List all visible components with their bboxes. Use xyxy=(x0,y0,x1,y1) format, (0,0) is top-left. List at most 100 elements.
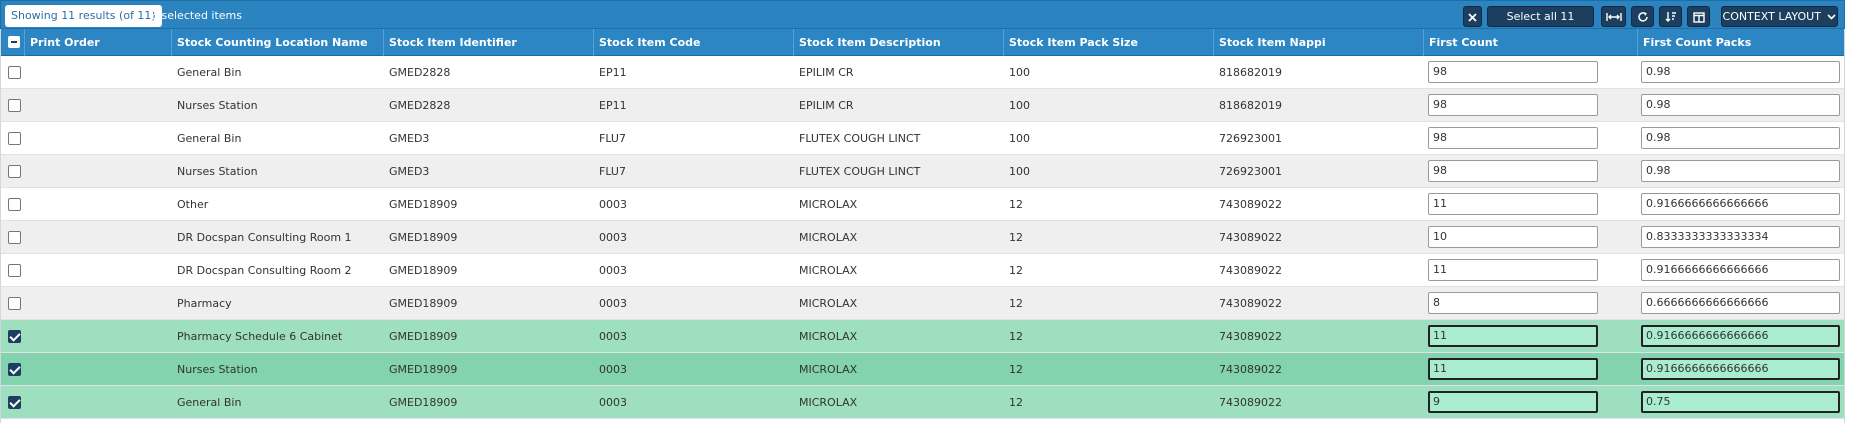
fit-columns-icon xyxy=(1605,13,1622,21)
cell-item-identifier: GMED18909 xyxy=(389,264,458,277)
clear-selection-button[interactable] xyxy=(1463,6,1482,27)
first-count-packs-input[interactable]: 0.8333333333333334 xyxy=(1641,226,1840,248)
cell-item-description: EPILIM CR xyxy=(799,99,854,112)
cell-print-order xyxy=(25,254,30,287)
cell-item-identifier: GMED18909 xyxy=(389,297,458,310)
first-count-packs-input[interactable]: 0.9166666666666666 xyxy=(1641,193,1840,215)
cell-item-description: MICROLAX xyxy=(799,231,858,244)
cell-pack-size: 100 xyxy=(1009,99,1030,112)
cell-item-code: 0003 xyxy=(599,231,627,244)
cell-item-code: 0003 xyxy=(599,264,627,277)
cell-pack-size: 12 xyxy=(1009,396,1023,409)
cell-print-order xyxy=(25,155,30,188)
select-all-results-button[interactable]: Select all 11 results xyxy=(1487,6,1594,42)
column-header-item-description[interactable]: Stock Item Description xyxy=(794,29,1004,56)
row-select-checkbox[interactable] xyxy=(8,66,21,79)
first-count-packs-input[interactable]: 0.9166666666666666 xyxy=(1641,259,1840,281)
select-all-checkbox-cell[interactable] xyxy=(1,29,25,56)
first-count-input[interactable]: 98 xyxy=(1428,61,1598,83)
cell-item-description: MICROLAX xyxy=(799,330,858,343)
refresh-button[interactable] xyxy=(1631,6,1654,27)
table-row[interactable]: Nurses Station GMED18909 0003 MICROLAX 12 743… xyxy=(1,353,1844,386)
row-select-checkbox[interactable] xyxy=(8,264,21,277)
first-count-packs-input[interactable]: 0.9166666666666666 xyxy=(1641,358,1840,380)
first-count-input[interactable]: 98 xyxy=(1428,127,1598,149)
column-header-first-count[interactable]: First Count xyxy=(1424,29,1638,56)
cell-nappi: 818682019 xyxy=(1219,99,1282,112)
cell-print-order xyxy=(25,287,30,320)
cell-nappi: 743089022 xyxy=(1219,297,1282,310)
row-select-checkbox[interactable] xyxy=(8,132,21,145)
cell-item-description: MICROLAX xyxy=(799,297,858,310)
row-select-checkbox[interactable] xyxy=(8,363,21,376)
table-row[interactable]: General Bin GMED2828 EP11 EPILIM CR 100 81868… xyxy=(1,56,1844,89)
cell-item-identifier: GMED18909 xyxy=(389,198,458,211)
first-count-input[interactable]: 11 xyxy=(1428,259,1598,281)
select-all-checkbox[interactable] xyxy=(8,36,20,48)
first-count-packs-input[interactable]: 0.98 xyxy=(1641,94,1840,116)
context-layout-label: CONTEXT LAYOUT xyxy=(1722,10,1821,23)
cell-nappi: 743089022 xyxy=(1219,198,1282,211)
table-row[interactable]: Pharmacy Schedule 6 Cabinet GMED18909 0003… xyxy=(1,320,1844,353)
cell-print-order xyxy=(25,56,30,89)
row-select-checkbox[interactable] xyxy=(8,330,21,343)
first-count-packs-input[interactable]: 0.98 xyxy=(1641,160,1840,182)
column-header-item-identifier[interactable]: Stock Item Identifier xyxy=(384,29,594,56)
first-count-input[interactable]: 11 xyxy=(1428,193,1598,215)
cell-pack-size: 12 xyxy=(1009,231,1023,244)
column-header-first-count-packs[interactable]: First Count Packs xyxy=(1643,36,1752,49)
row-select-checkbox[interactable] xyxy=(8,165,21,178)
cell-location-name: Pharmacy xyxy=(177,297,232,310)
cell-print-order xyxy=(25,353,30,386)
table-row[interactable]: DR Docspan Consulting Room 2 GMED18909 000… xyxy=(1,254,1844,287)
first-count-packs-input[interactable]: 0.98 xyxy=(1641,61,1840,83)
column-header-pack-size[interactable]: Stock Item Pack Size xyxy=(1004,29,1214,56)
cell-item-code: 0003 xyxy=(599,198,627,211)
cell-item-description: MICROLAX xyxy=(799,264,858,277)
cell-pack-size: 100 xyxy=(1009,165,1030,178)
first-count-input[interactable]: 11 xyxy=(1428,325,1598,347)
cell-item-description: MICROLAX xyxy=(799,363,858,376)
row-select-checkbox[interactable] xyxy=(8,297,21,310)
table-row[interactable]: Nurses Station GMED2828 EP11 EPILIM CR 100 81… xyxy=(1,89,1844,122)
first-count-input[interactable]: 8 xyxy=(1428,292,1598,314)
grid-header: Print Order Stock Counting Location Name… xyxy=(1,29,1844,56)
column-header-print-order[interactable]: Print Order xyxy=(25,29,172,56)
row-select-checkbox[interactable] xyxy=(8,231,21,244)
table-row[interactable]: General Bin GMED18909 0003 MICROLAX 12 743089… xyxy=(1,386,1844,419)
cell-item-code: 0003 xyxy=(599,396,627,409)
first-count-packs-input[interactable]: 0.98 xyxy=(1641,127,1840,149)
sort-button[interactable] xyxy=(1659,6,1682,27)
table-row[interactable]: DR Docspan Consulting Room 1 GMED18909 000… xyxy=(1,221,1844,254)
row-select-checkbox[interactable] xyxy=(8,99,21,112)
autosize-columns-button[interactable] xyxy=(1601,6,1626,27)
cell-item-code: 0003 xyxy=(599,363,627,376)
first-count-input[interactable]: 98 xyxy=(1428,94,1598,116)
cell-print-order xyxy=(25,188,30,221)
column-header-location-name[interactable]: Stock Counting Location Name xyxy=(172,29,384,56)
cell-location-name: General Bin xyxy=(177,132,242,145)
row-select-checkbox[interactable] xyxy=(8,198,21,211)
first-count-packs-input[interactable]: 0.9166666666666666 xyxy=(1641,325,1840,347)
context-layout-dropdown[interactable]: CONTEXT LAYOUT xyxy=(1721,6,1838,27)
sort-icon xyxy=(1665,12,1676,22)
first-count-packs-input[interactable]: 0.6666666666666666 xyxy=(1641,292,1840,314)
cell-print-order xyxy=(25,320,30,353)
column-header-item-code[interactable]: Stock Item Code xyxy=(594,29,794,56)
table-row[interactable]: General Bin GMED3 FLU7 FLUTEX COUGH LINCT 10… xyxy=(1,122,1844,155)
table-row[interactable]: Nurses Station GMED3 FLU7 FLUTEX COUGH LINC… xyxy=(1,155,1844,188)
cell-location-name: Pharmacy Schedule 6 Cabinet xyxy=(177,330,343,343)
column-chooser-button[interactable] xyxy=(1687,6,1710,27)
first-count-input[interactable]: 10 xyxy=(1428,226,1598,248)
cell-nappi: 743089022 xyxy=(1219,231,1282,244)
first-count-input[interactable]: 11 xyxy=(1428,358,1598,380)
first-count-packs-input[interactable]: 0.75 xyxy=(1641,391,1840,413)
table-row[interactable]: Other GMED18909 0003 MICROLAX 12 743089022 11 0… xyxy=(1,188,1844,221)
first-count-input[interactable]: 9 xyxy=(1428,391,1598,413)
cell-item-code: EP11 xyxy=(599,66,627,79)
row-select-checkbox[interactable] xyxy=(8,396,21,409)
table-row[interactable]: Pharmacy GMED18909 0003 MICROLAX 12 743089022… xyxy=(1,287,1844,320)
column-header-nappi[interactable]: Stock Item Nappi xyxy=(1214,29,1424,56)
selected-items-label: 3 selected items xyxy=(151,9,243,22)
first-count-input[interactable]: 98 xyxy=(1428,160,1598,182)
